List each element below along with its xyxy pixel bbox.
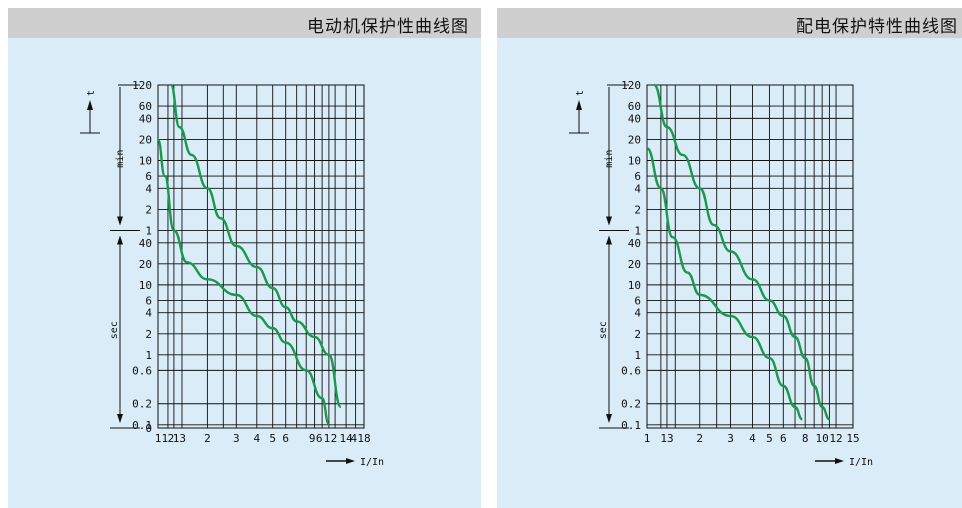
x-tick-9: 12 [829,432,842,445]
min-label: min [604,150,615,168]
series-1-curve [646,146,803,421]
y-tick-sec-0: 40 [139,237,152,250]
y-tick-sec-4: 4 [634,307,641,320]
y-tick-sec-5: 2 [145,328,152,341]
y-tick-sec-1: 20 [628,258,641,271]
y-tick-min-0: 120 [132,79,152,92]
x-tick-1: 1 [161,432,168,445]
x-tick-5: 5 [766,432,773,445]
left-chart-panel: 电动机保护性曲线图 120 60 40 20 10 6 4 2 1 40 20 10 6 4 2 1 0.6 0.… [8,8,481,508]
x-tick-15: 18 [357,432,370,445]
y-tick-min-2: 40 [139,112,152,125]
y-tick-min-6: 4 [634,182,641,195]
sec-bracket-arrow-down [117,414,123,423]
min-bracket-arrow [606,216,612,226]
x-tick-3: 13 [173,432,186,445]
sec-bracket-arrow-down [606,414,612,423]
y-tick-sec-7: 0.6 [621,364,641,377]
y-tick-min-8: 1 [634,224,641,237]
series-0-curve [169,83,342,409]
y-tick-min-0: 120 [621,79,641,92]
y-tick-sec-4: 4 [145,307,152,320]
series-1-curve [156,138,331,426]
y-tick-min-6: 4 [145,182,152,195]
y-tick-sec-0: 40 [628,237,641,250]
y-tick-min-5: 6 [145,170,152,183]
y-tick-sec-2: 10 [628,279,641,292]
x-tick-8: 10 [816,432,829,445]
y-tick-sec-1: 20 [139,258,152,271]
y-tick-sec-6: 1 [145,349,152,362]
min-label: min [115,150,126,168]
y-tick-sec-8: 0.2 [621,398,641,411]
t-arrow-head [576,100,582,110]
t-arrow-head [87,100,93,110]
i-label: I/In [849,457,873,468]
right-chart-panel: 配电保护特性曲线图 120 60 40 20 10 6 4 2 1 40 20 10 6 4 2 1 0.6 0.… [497,8,962,508]
y-tick-sec-3: 6 [634,294,641,307]
i-arrow-head [835,458,844,464]
x-tick-4: 2 [204,432,211,445]
series-0-curve [653,83,830,421]
t-label: t [86,90,97,96]
x-tick-7: 5 [269,432,276,445]
y-tick-min-1: 60 [628,100,641,113]
x-tick-0: 1 [155,432,162,445]
y-tick-min-2: 40 [628,112,641,125]
left-panel-title: 电动机保护性曲线图 [307,17,469,37]
i-arrow-head [346,458,355,464]
x-tick-2: 2 [168,432,175,445]
x-tick-6: 6 [780,432,787,445]
y-tick-min-7: 2 [634,203,641,216]
y-tick-sec-9: 0.1 [132,419,152,432]
y-tick-sec-6: 1 [634,349,641,362]
y-tick-sec-2: 10 [139,279,152,292]
t-label: t [575,90,586,96]
y-tick-sec-10: 0 [145,422,152,435]
x-tick-12: 2 [331,432,338,445]
x-tick-5: 3 [233,432,240,445]
x-tick-7: 8 [802,432,809,445]
y-tick-sec-8: 0.2 [132,398,152,411]
x-tick-10: 15 [846,432,859,445]
x-tick-6: 4 [253,432,260,445]
x-tick-8: 6 [282,432,289,445]
x-tick-14: 4 [350,432,357,445]
x-tick-1: 13 [660,432,673,445]
y-tick-sec-3: 6 [145,294,152,307]
x-tick-2: 2 [696,432,703,445]
x-tick-4: 4 [749,432,756,445]
left-panel-header: 电动机保护性曲线图 [8,8,481,38]
sec-label: sec [109,321,120,339]
i-label: I/In [360,457,384,468]
x-tick-11: 1 [324,432,331,445]
y-tick-min-8: 1 [145,224,152,237]
y-tick-sec-5: 2 [634,328,641,341]
x-tick-3: 3 [727,432,734,445]
y-tick-min-3: 20 [628,133,641,146]
y-tick-min-4: 10 [139,154,152,167]
y-tick-sec-9: 0.1 [621,419,641,432]
y-tick-min-3: 20 [139,133,152,146]
y-tick-min-4: 10 [628,154,641,167]
sec-label: sec [598,321,609,339]
y-tick-sec-7: 0.6 [132,364,152,377]
right-panel-header: 配电保护特性曲线图 [497,8,962,38]
y-tick-min-7: 2 [145,203,152,216]
x-tick-13: 14 [339,432,353,445]
x-tick-9: 9 [309,432,316,445]
min-bracket-arrow [117,216,123,226]
right-panel-title: 配电保护特性曲线图 [796,17,958,37]
y-tick-min-1: 60 [139,100,152,113]
x-tick-0: 1 [644,432,651,445]
x-tick-10: 6 [316,432,323,445]
y-tick-min-5: 6 [634,170,641,183]
plot-frame [157,84,365,429]
